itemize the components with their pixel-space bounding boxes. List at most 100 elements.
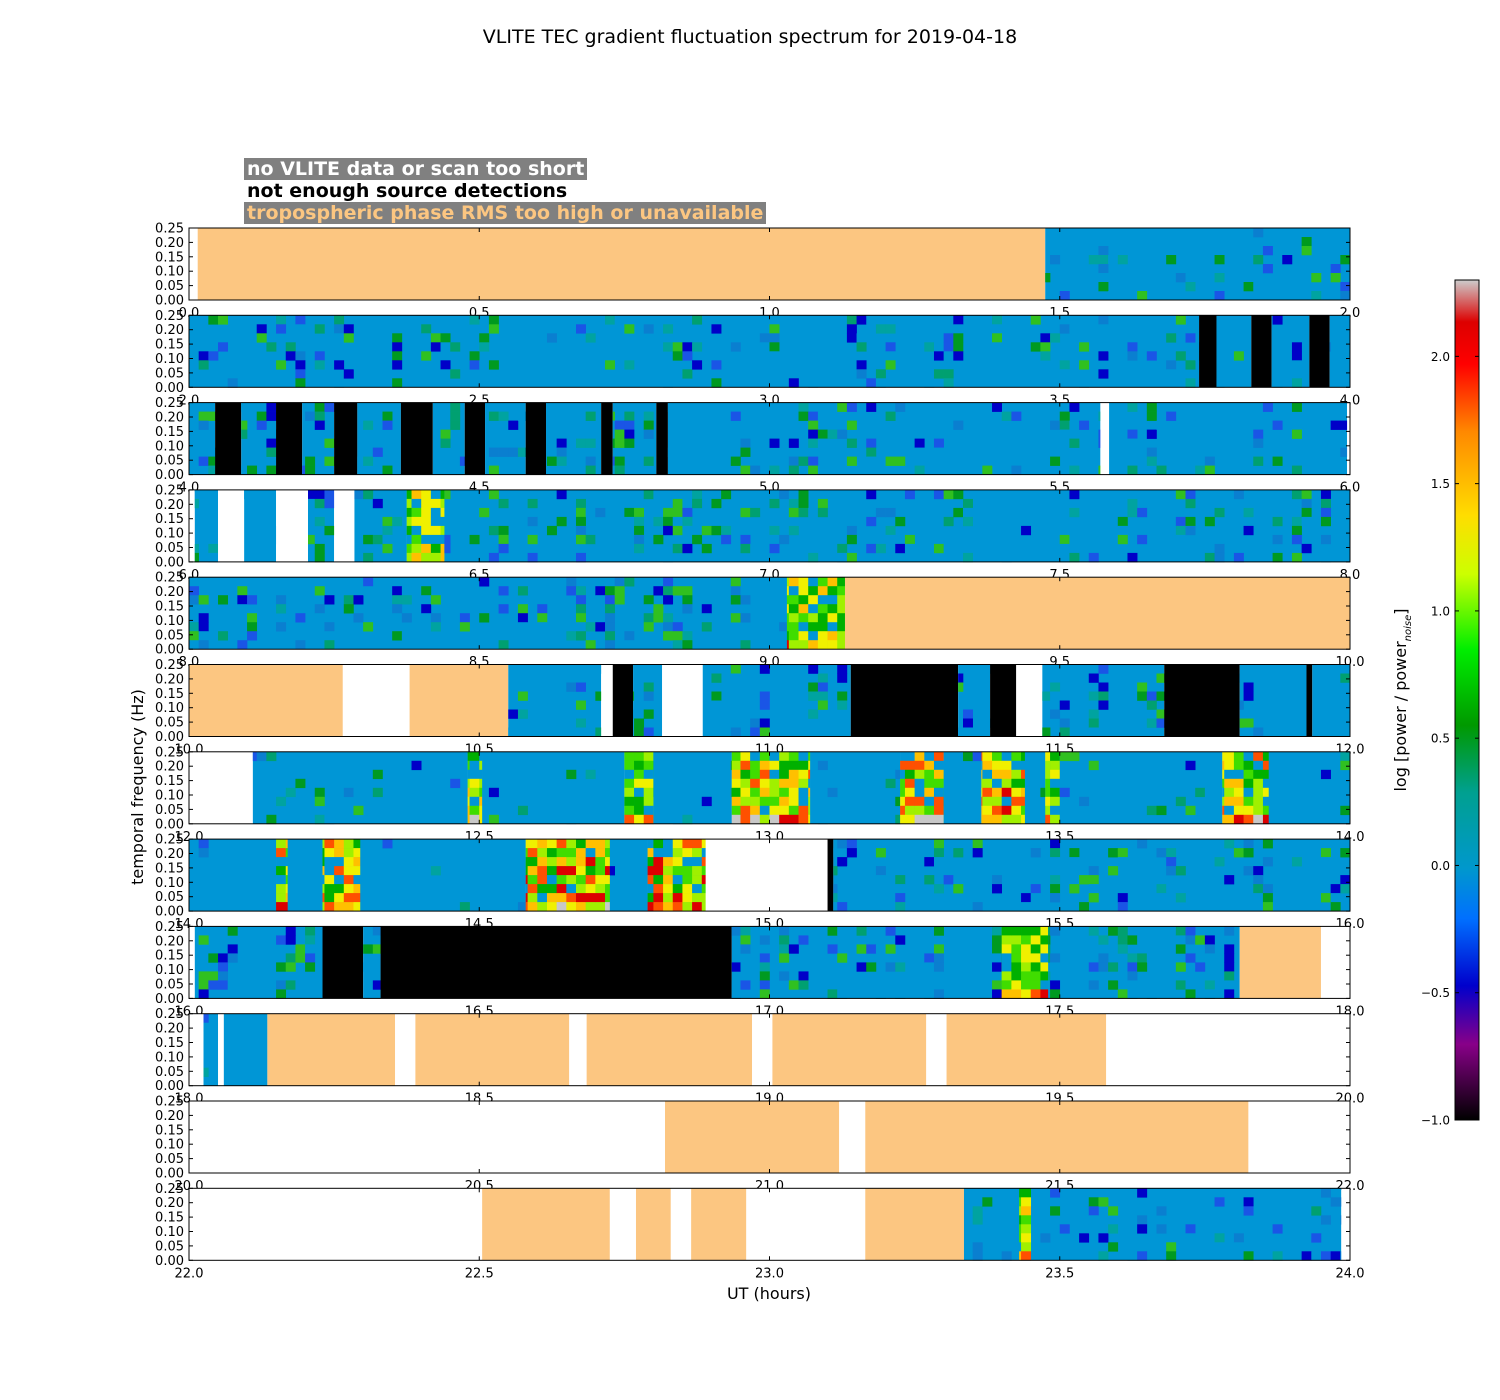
spectrum-segment bbox=[302, 402, 335, 475]
no-data-block bbox=[752, 1013, 773, 1086]
colorbar-label-subscript: noise bbox=[1403, 615, 1414, 642]
y-tick-label: 0.05 bbox=[155, 279, 184, 294]
y-tick-label: 0.15 bbox=[155, 861, 184, 876]
no-data-block bbox=[189, 926, 195, 999]
y-tick-label: 0.25 bbox=[155, 920, 184, 935]
spectrum-segment bbox=[203, 1013, 219, 1086]
y-tick-label: 0.15 bbox=[155, 600, 184, 615]
no-detections-block bbox=[601, 402, 613, 475]
y-tick-label: 0.25 bbox=[155, 745, 184, 760]
y-tick-label: 0.05 bbox=[155, 454, 184, 469]
spectrum-segment bbox=[308, 489, 335, 563]
no-detections-block bbox=[827, 839, 834, 912]
troposphere-block bbox=[635, 1188, 671, 1261]
spectrum-segment bbox=[444, 489, 1350, 563]
y-tick-label: 0.20 bbox=[155, 323, 184, 338]
no-data-block bbox=[334, 489, 355, 562]
y-tick-label: 0.05 bbox=[155, 1239, 184, 1254]
troposphere-block bbox=[586, 1013, 753, 1086]
y-tick-label: 0.20 bbox=[155, 1109, 184, 1124]
x-tick-label: 23.0 bbox=[755, 1266, 784, 1281]
no-data-block bbox=[1341, 1188, 1350, 1261]
no-data-block bbox=[1100, 402, 1110, 475]
no-data-block bbox=[395, 1013, 416, 1086]
spectrum-segment bbox=[1045, 228, 1351, 301]
panel-0: 0.000.050.100.150.200.250.0 0.5 1.0 1.5 2.0 bbox=[155, 222, 1360, 322]
no-data-block bbox=[218, 489, 245, 562]
no-data-block bbox=[189, 1101, 666, 1173]
no-detections-block bbox=[850, 664, 959, 737]
no-detections-block bbox=[400, 402, 433, 475]
no-detections-block bbox=[1309, 315, 1330, 388]
y-tick-label: 0.20 bbox=[155, 1022, 184, 1037]
no-data-block bbox=[609, 1188, 636, 1261]
y-tick-label: 0.25 bbox=[155, 833, 184, 848]
spectrum-segment bbox=[633, 664, 663, 737]
troposphere-block bbox=[409, 664, 509, 737]
high-power-spectrum-segment bbox=[900, 751, 944, 825]
no-detections-block bbox=[1251, 315, 1272, 388]
panel-1: 0.000.050.100.150.200.252.0 2.5 3.0 3.5 4.0 bbox=[155, 309, 1360, 409]
no-detections-block bbox=[276, 402, 303, 475]
no-data-block bbox=[746, 1188, 866, 1261]
y-tick-label: 0.00 bbox=[155, 1254, 184, 1269]
spectrum-segment bbox=[189, 402, 216, 475]
no-detections-block bbox=[525, 402, 547, 475]
colorbar bbox=[1454, 279, 1480, 1121]
y-tick-label: 0.00 bbox=[155, 905, 184, 920]
no-detections-block bbox=[656, 402, 668, 475]
no-data-block bbox=[1347, 402, 1350, 475]
y-tick-label: 0.00 bbox=[155, 294, 184, 309]
y-tick-label: 0.20 bbox=[155, 411, 184, 426]
spectrum-segment bbox=[244, 489, 277, 562]
colorbar-label: log [power / powernoise] bbox=[1391, 608, 1414, 791]
y-tick-label: 0.10 bbox=[155, 876, 184, 891]
y-axis-label: temporal frequency (Hz) bbox=[128, 689, 147, 885]
y-tick-label: 0.25 bbox=[155, 309, 184, 324]
panel-4: 0.000.050.100.150.200.258.0 8.5 9.0 9.5 10.0 bbox=[155, 571, 1364, 671]
y-tick-label: 0.25 bbox=[155, 1182, 184, 1197]
colorbar-tick-label: 1.5 bbox=[1431, 477, 1450, 491]
y-tick-label: 0.00 bbox=[155, 643, 184, 658]
high-power-spectrum-segment bbox=[467, 751, 483, 825]
no-data-block bbox=[189, 489, 195, 562]
high-power-spectrum-segment bbox=[1001, 926, 1049, 999]
colorbar-tick-label: 2.0 bbox=[1431, 350, 1450, 364]
spectrum-segment bbox=[609, 839, 648, 912]
no-data-block bbox=[1320, 926, 1350, 999]
y-tick-label: 0.20 bbox=[155, 672, 184, 687]
spectrum-segment bbox=[357, 402, 401, 475]
y-tick-label: 0.25 bbox=[155, 571, 184, 586]
spectrum-segment bbox=[485, 402, 526, 475]
no-data-block bbox=[569, 1013, 587, 1086]
no-data-block bbox=[218, 1013, 224, 1086]
high-power-spectrum-segment bbox=[624, 751, 654, 825]
no-data-block bbox=[839, 1101, 866, 1173]
y-tick-label: 0.25 bbox=[155, 222, 184, 237]
high-power-spectrum-segment bbox=[731, 751, 811, 825]
y-tick-label: 0.20 bbox=[155, 585, 184, 600]
y-tick-label: 0.00 bbox=[155, 468, 184, 483]
troposphere-block bbox=[665, 1101, 840, 1173]
no-data-block bbox=[189, 751, 253, 824]
high-power-spectrum-segment bbox=[1222, 751, 1270, 825]
spectrum-segment bbox=[432, 402, 466, 475]
x-axis-label: UT (hours) bbox=[727, 1284, 811, 1303]
spectrum-segment bbox=[1059, 751, 1223, 824]
y-tick-label: 0.15 bbox=[155, 774, 184, 789]
spectrum-segment bbox=[189, 577, 845, 650]
troposphere-block bbox=[865, 1101, 1249, 1173]
y-tick-label: 0.05 bbox=[155, 541, 184, 556]
colorbar-tick-label: 1.0 bbox=[1431, 604, 1450, 618]
no-detections-block bbox=[612, 664, 634, 737]
y-tick-label: 0.15 bbox=[155, 687, 184, 702]
spectrum-segment bbox=[958, 664, 991, 737]
x-tick-label: 22.5 bbox=[465, 1266, 494, 1281]
spectrum-segment bbox=[194, 489, 219, 563]
chart-title: VLITE TEC gradient fluctuation spectrum … bbox=[483, 26, 1017, 48]
y-tick-label: 0.15 bbox=[155, 1211, 184, 1226]
spectrum-segment bbox=[1109, 402, 1348, 475]
y-tick-label: 0.15 bbox=[155, 338, 184, 353]
spectrum-segment bbox=[508, 664, 602, 737]
